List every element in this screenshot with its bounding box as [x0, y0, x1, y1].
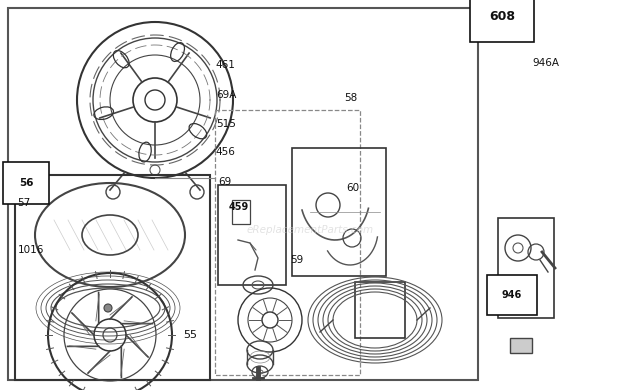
- Text: 459: 459: [228, 202, 249, 212]
- Text: 58: 58: [344, 93, 357, 103]
- Text: 69A: 69A: [216, 90, 236, 101]
- Bar: [15, 175, 210, 380]
- Text: 515: 515: [216, 119, 236, 129]
- Text: 57: 57: [17, 198, 30, 208]
- Text: 946: 946: [502, 290, 522, 300]
- Bar: [355, 282, 405, 338]
- Text: eReplacementParts.com: eReplacementParts.com: [246, 225, 374, 235]
- Bar: [292, 148, 386, 276]
- Text: 608: 608: [489, 10, 515, 23]
- Text: 1016: 1016: [17, 245, 44, 255]
- Circle shape: [104, 304, 112, 312]
- Text: 60: 60: [346, 183, 359, 193]
- Text: 55: 55: [183, 330, 197, 340]
- Bar: [498, 218, 554, 318]
- Text: 456: 456: [216, 147, 236, 158]
- Text: 69: 69: [218, 177, 231, 188]
- Bar: [232, 200, 250, 224]
- Bar: [510, 338, 532, 353]
- Bar: [215, 110, 360, 375]
- Text: 59: 59: [290, 255, 303, 266]
- Bar: [8, 8, 478, 380]
- Text: 56: 56: [19, 178, 33, 188]
- Text: 946A: 946A: [532, 58, 559, 68]
- Bar: [218, 185, 286, 285]
- Text: 461: 461: [216, 60, 236, 71]
